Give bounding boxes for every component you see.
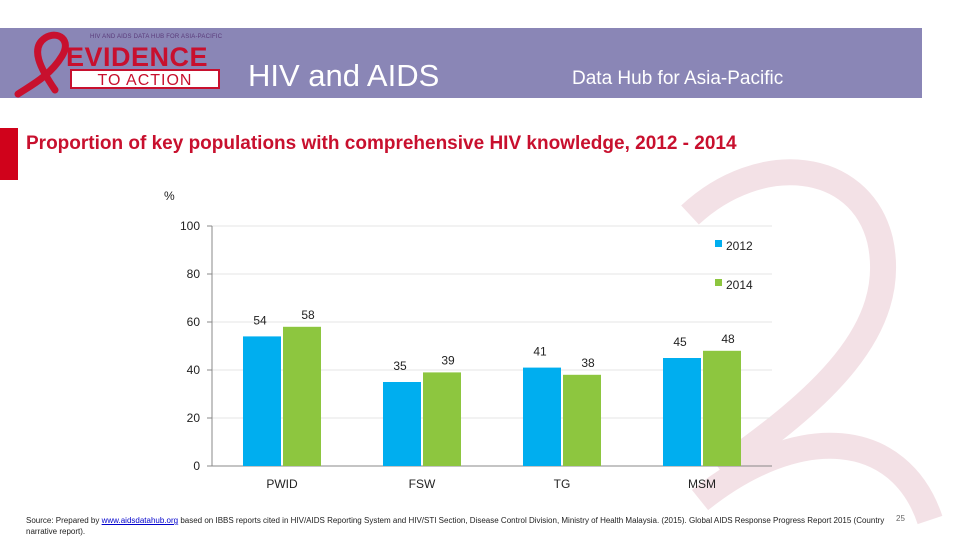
source-text: based on IBBS reports cited in HIV/AIDS … — [26, 516, 885, 536]
y-axis-unit: % — [164, 189, 175, 203]
source-link[interactable]: www.aidsdatahub.org — [101, 516, 179, 525]
bar-2014-pwid — [283, 326, 321, 466]
data-label: 54 — [253, 313, 267, 327]
bar-2012-tg — [523, 367, 561, 466]
data-label: 58 — [301, 308, 315, 322]
bar-2014-msm — [703, 350, 741, 466]
y-tick-label: 0 — [193, 459, 200, 473]
data-label: 41 — [533, 345, 547, 359]
logo-to-action: TO ACTION — [70, 69, 220, 89]
data-label: 38 — [581, 356, 595, 370]
x-tick-label: FSW — [409, 477, 436, 491]
heading-accent-bar — [0, 128, 18, 180]
logo-tagline: HIV AND AIDS DATA HUB FOR ASIA-PACIFIC — [90, 34, 223, 40]
y-tick-label: 60 — [187, 315, 201, 329]
y-tick-label: 100 — [180, 219, 200, 233]
x-tick-label: PWID — [266, 477, 298, 491]
legend-label: 2014 — [726, 278, 753, 292]
page-title: HIV and AIDS — [248, 58, 440, 93]
ribbon-icon — [14, 31, 69, 98]
chart-title: Proportion of key populations with compr… — [26, 133, 737, 154]
page-subtitle: Data Hub for Asia-Pacific — [572, 68, 784, 89]
source-note: Source: Prepared by www.aidsdatahub.org … — [26, 515, 886, 537]
data-label: 48 — [721, 332, 735, 346]
data-label: 45 — [673, 335, 687, 349]
bar-2014-tg — [563, 374, 601, 466]
x-tick-label: TG — [554, 477, 571, 491]
legend-label: 2012 — [726, 239, 753, 253]
data-label: 39 — [441, 353, 455, 367]
legend-swatch-2012 — [715, 240, 722, 247]
y-tick-label: 20 — [187, 411, 201, 425]
logo-evidence: EVIDENCE — [66, 42, 209, 72]
legend-swatch-2014 — [715, 279, 722, 286]
y-tick-label: 40 — [187, 363, 201, 377]
y-tick-label: 80 — [187, 267, 201, 281]
x-tick-label: MSM — [688, 477, 716, 491]
bar-2012-fsw — [383, 382, 421, 466]
bar-2014-fsw — [423, 372, 461, 466]
data-label: 35 — [393, 359, 407, 373]
page-number: 25 — [896, 514, 905, 523]
bar-2012-msm — [663, 358, 701, 466]
source-prefix: Source: Prepared by — [26, 516, 102, 525]
logo — [0, 28, 232, 98]
bar-2012-pwid — [243, 336, 281, 466]
